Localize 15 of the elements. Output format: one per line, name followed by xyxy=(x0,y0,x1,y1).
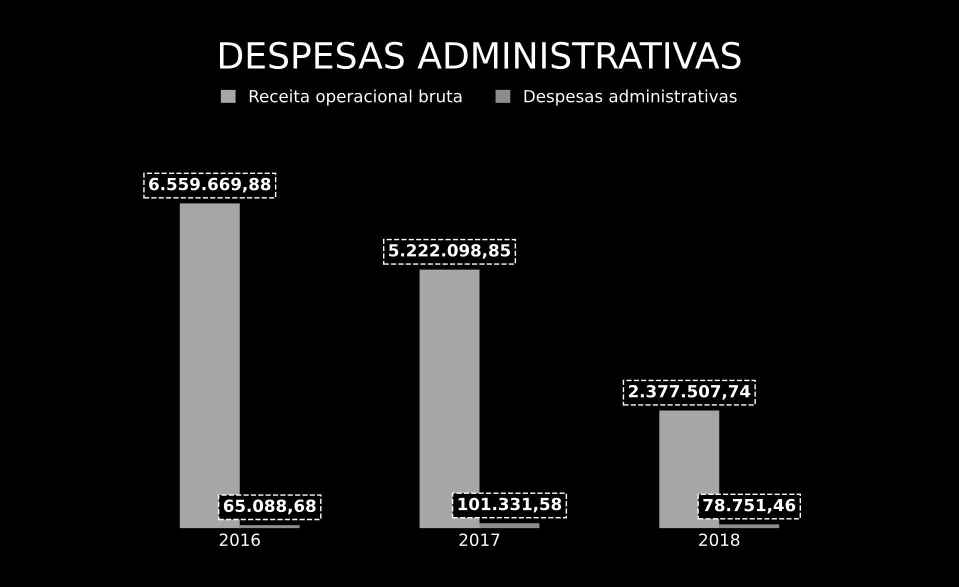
legend-label: Receita operacional bruta xyxy=(250,90,462,106)
data-label: 78.751,46 xyxy=(703,498,796,514)
bar xyxy=(719,524,780,528)
data-label: 5.222.098,85 xyxy=(389,244,510,259)
data-label: 6.559.669,88 xyxy=(149,178,270,193)
chart-title: DESPESAS ADMINISTRATIVAS xyxy=(220,42,741,70)
x-tick-label: 2017 xyxy=(460,533,500,546)
legend-label: Despesas administrativas xyxy=(524,90,737,106)
bar xyxy=(480,523,540,528)
x-tick-label: 2016 xyxy=(220,533,260,546)
data-label: 101.331,58 xyxy=(458,498,562,512)
data-label: 65.088,68 xyxy=(224,499,316,514)
data-label: 2.377.507,74 xyxy=(628,384,750,400)
bar xyxy=(240,525,300,528)
x-tick-label: 2018 xyxy=(699,533,740,546)
